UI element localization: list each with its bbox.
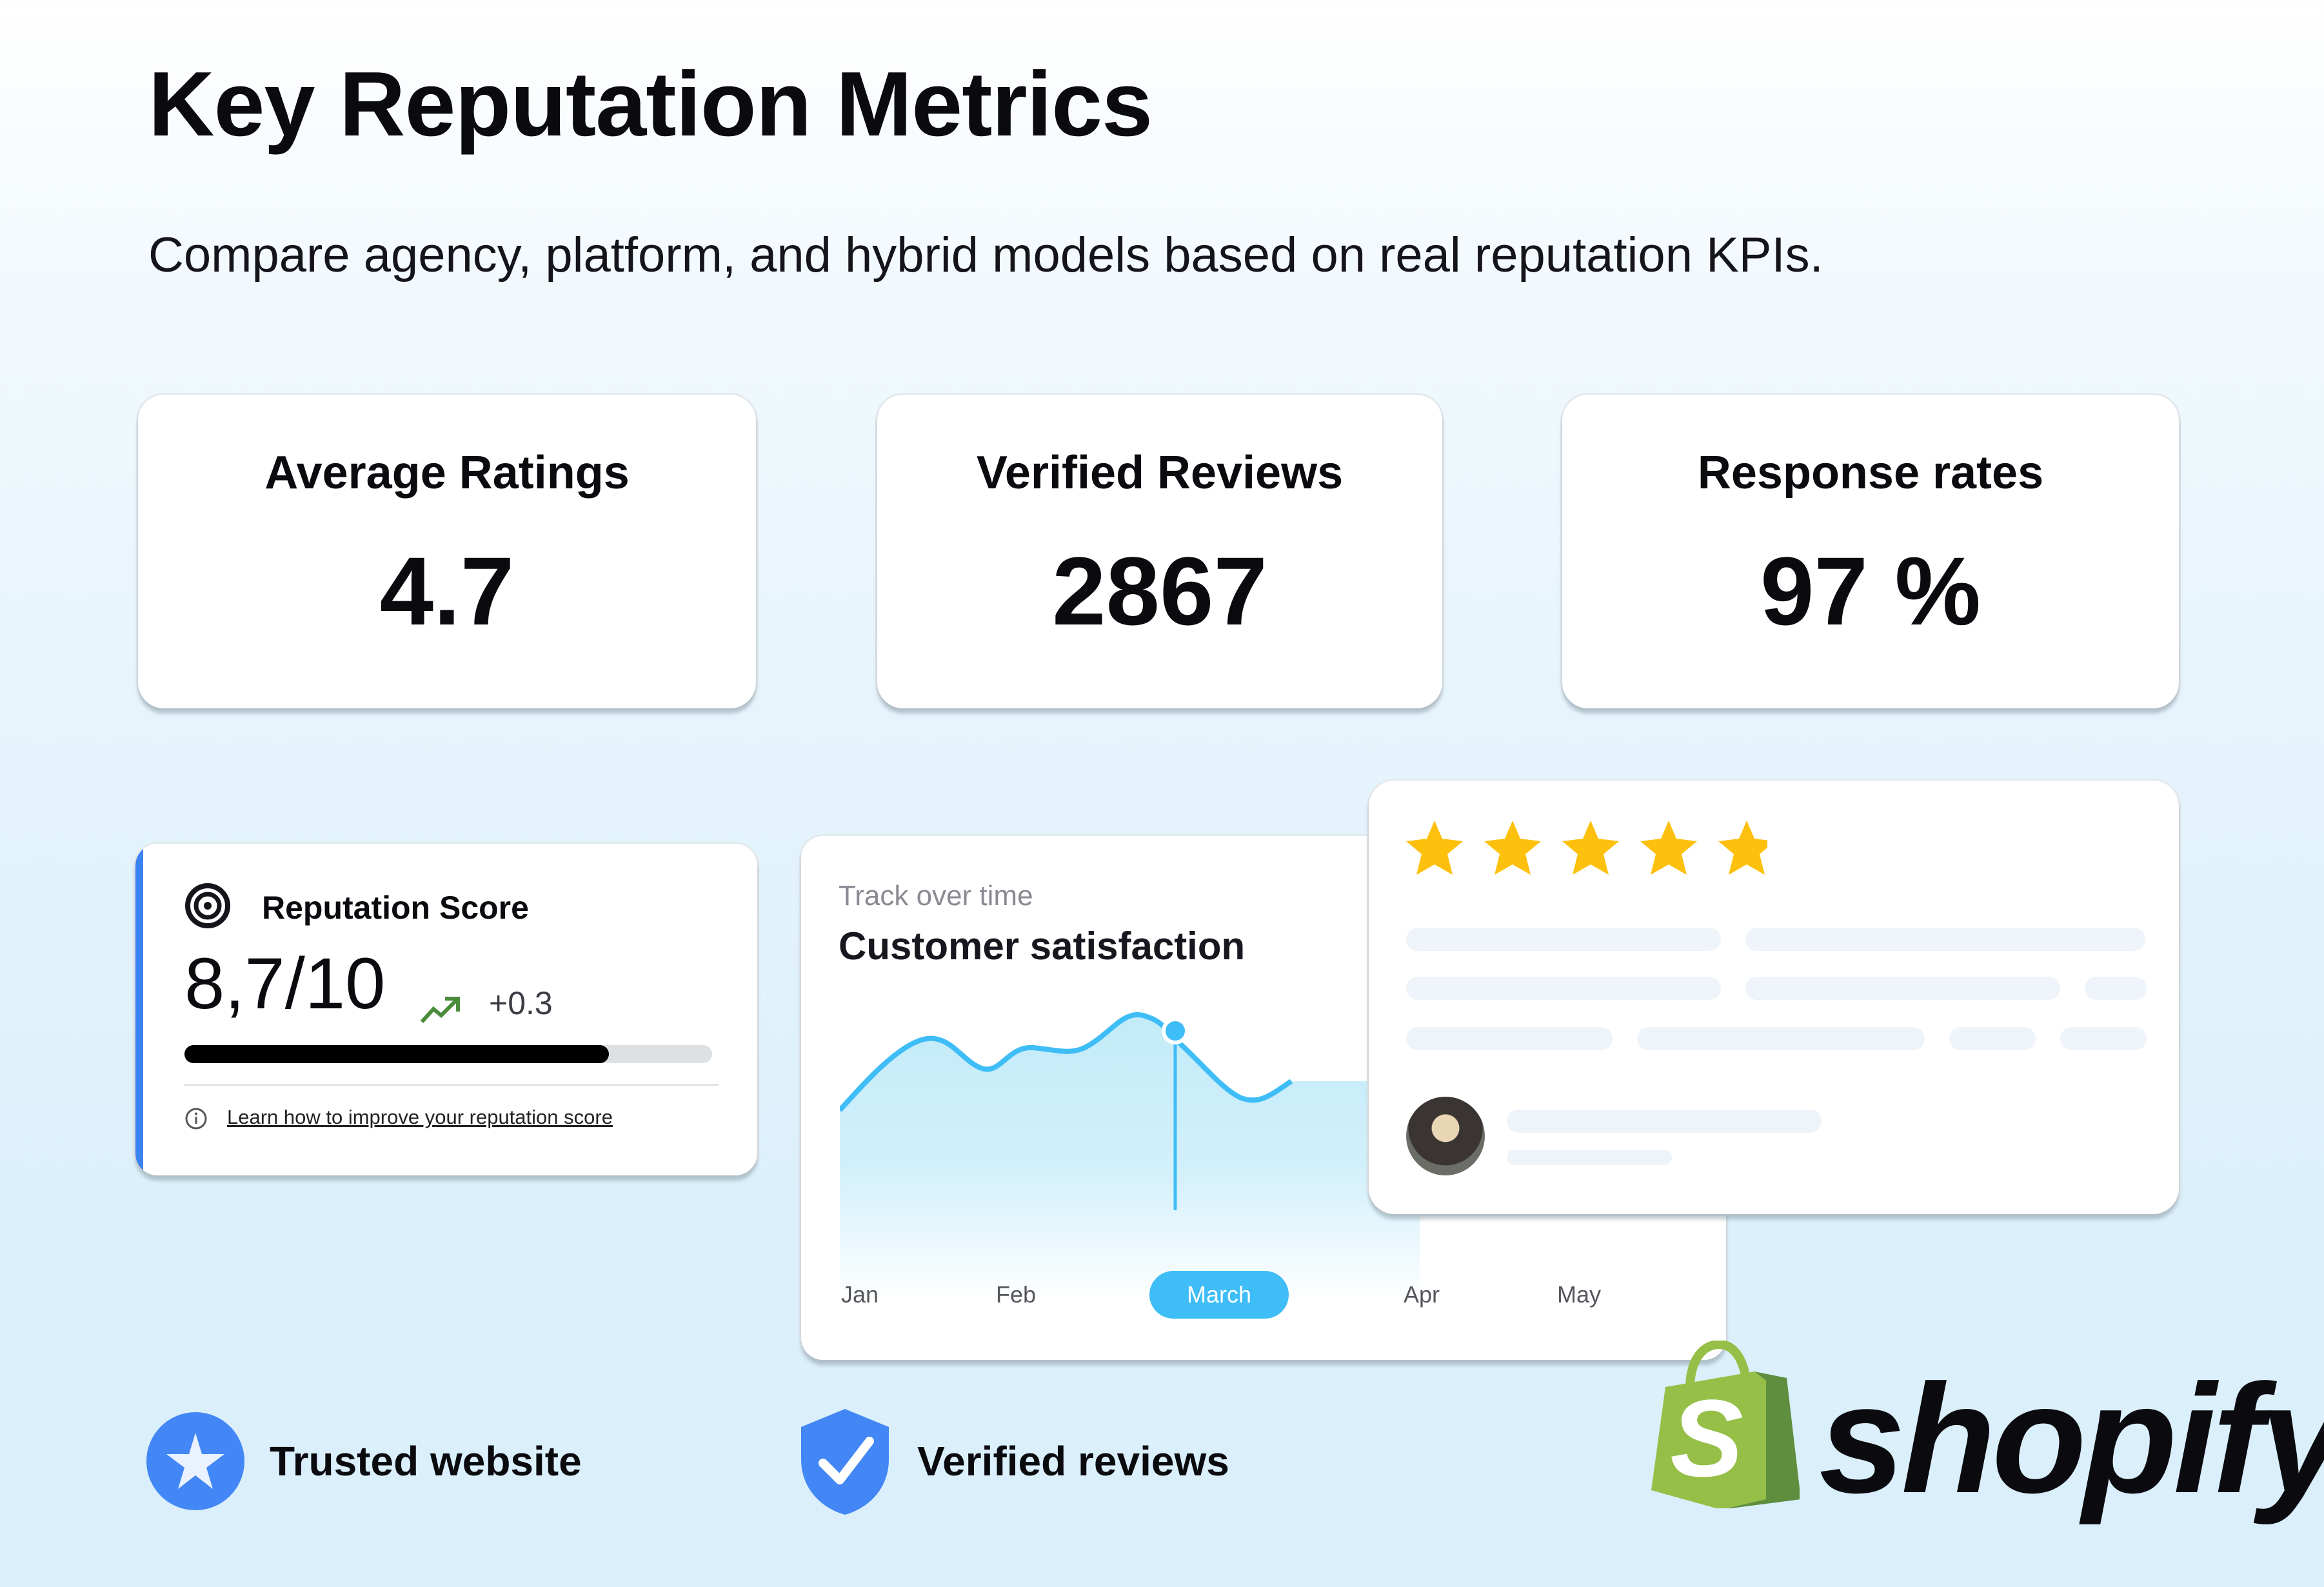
kpi-label: Response rates: [1697, 447, 2044, 499]
reputation-delta: +0.3: [489, 985, 553, 1021]
text-skeleton: [1406, 928, 1721, 951]
star-icon: [1562, 821, 1619, 875]
selected-point[interactable]: [1162, 1017, 1189, 1044]
name-skeleton: [1507, 1110, 1822, 1133]
kpi-value: 97 %: [1760, 537, 1981, 645]
kpi-card-verified-reviews: Verified Reviews 2867: [877, 395, 1442, 708]
reputation-title: Reputation Score: [262, 890, 529, 926]
text-skeleton: [2060, 1027, 2147, 1050]
kpi-value: 2867: [1052, 537, 1267, 645]
divider: [184, 1084, 719, 1086]
month-march-selected[interactable]: March: [1149, 1271, 1289, 1319]
month-feb[interactable]: Feb: [996, 1281, 1037, 1308]
shield-check-icon: [801, 1409, 889, 1515]
reviewer-avatar: [1406, 1097, 1485, 1175]
text-skeleton: [1949, 1027, 2036, 1050]
trending-up-icon: [420, 997, 460, 1024]
star-icon: [1640, 821, 1697, 875]
card-accent: [135, 844, 143, 1175]
page-title: Key Reputation Metrics: [148, 53, 1153, 155]
reputation-progress-fill: [184, 1045, 610, 1063]
chart-subtitle: Track over time: [839, 880, 1033, 912]
trusted-website-label: Trusted website: [270, 1438, 582, 1484]
verified-reviews-label: Verified reviews: [917, 1438, 1229, 1484]
text-skeleton: [1406, 1027, 1613, 1050]
kpi-card-average-ratings: Average Ratings 4.7: [138, 395, 756, 708]
star-icon: [1718, 821, 1767, 875]
text-skeleton: [1745, 928, 2145, 951]
text-skeleton: [2085, 977, 2147, 1000]
satisfaction-area-chart: [840, 1012, 1420, 1301]
reputation-progress-bar: [184, 1045, 712, 1063]
kpi-label: Average Ratings: [264, 447, 630, 499]
chart-title: Customer satisfaction: [839, 924, 1246, 968]
reputation-score-card: Reputation Score 8,7/10 +0.3 Learn how t…: [135, 844, 757, 1175]
star-icon: [1406, 821, 1463, 875]
star-icon: [1484, 821, 1541, 875]
kpi-label: Verified Reviews: [976, 447, 1344, 499]
text-skeleton: [1745, 977, 2060, 1000]
svg-text:S: S: [1670, 1377, 1743, 1500]
shopify-wordmark: shopify: [1819, 1352, 2324, 1525]
month-apr[interactable]: Apr: [1404, 1281, 1440, 1308]
month-jan[interactable]: Jan: [841, 1281, 879, 1308]
shopify-bag-icon: S: [1651, 1341, 1800, 1508]
kpi-card-response-rates: Response rates 97 %: [1562, 395, 2179, 708]
review-card: [1369, 781, 2179, 1214]
month-may[interactable]: May: [1557, 1281, 1602, 1308]
text-skeleton: [1406, 977, 1721, 1000]
star-badge-icon: [146, 1412, 244, 1510]
text-skeleton: [1637, 1027, 1925, 1050]
target-icon: [185, 883, 230, 928]
info-icon: [185, 1108, 207, 1130]
reputation-score: 8,7/10: [184, 943, 386, 1024]
improve-score-link[interactable]: Learn how to improve your reputation sco…: [227, 1106, 613, 1128]
meta-skeleton: [1507, 1150, 1672, 1165]
page-subtitle: Compare agency, platform, and hybrid mod…: [148, 228, 1823, 283]
five-star-rating: [1406, 821, 1767, 875]
kpi-value: 4.7: [379, 537, 515, 645]
